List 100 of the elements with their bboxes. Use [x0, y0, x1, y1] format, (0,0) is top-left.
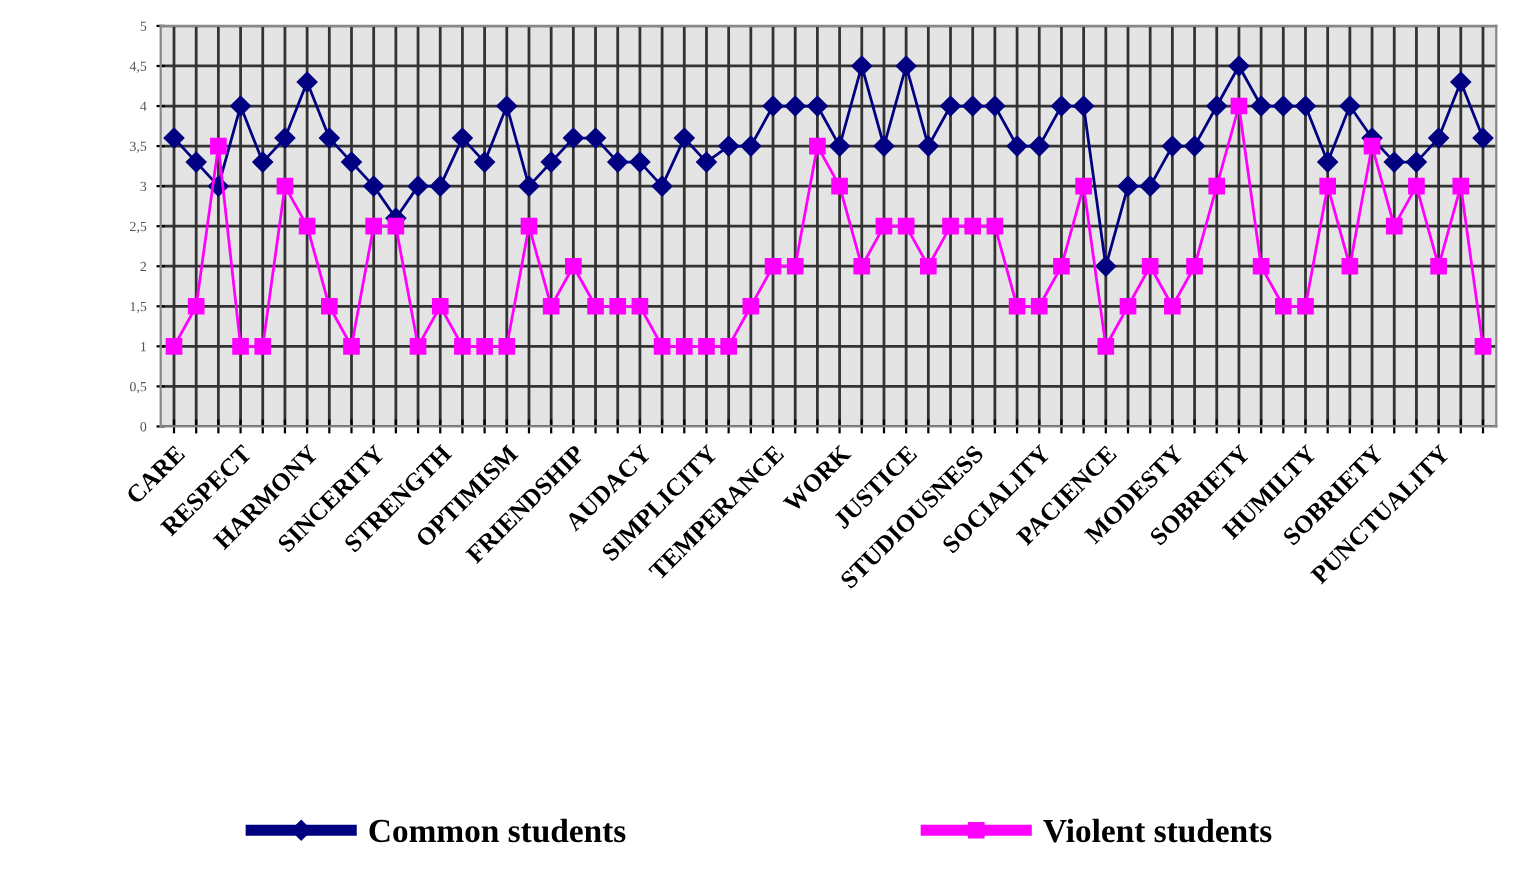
- point: [1073, 95, 1094, 117]
- point: [1430, 257, 1447, 275]
- point: [1472, 127, 1494, 149]
- point: [474, 151, 495, 173]
- point: [319, 127, 340, 149]
- point: [254, 338, 272, 355]
- point: [165, 338, 183, 355]
- point: [1208, 177, 1226, 195]
- point: [718, 135, 739, 157]
- point: [1274, 297, 1292, 315]
- point: [674, 127, 695, 149]
- point: [1384, 151, 1405, 173]
- legend-label: Common students: [369, 818, 626, 843]
- point: [341, 151, 362, 173]
- point: [696, 151, 717, 173]
- point: [1319, 177, 1337, 195]
- point: [1250, 95, 1272, 117]
- point: [675, 338, 693, 355]
- point: [609, 297, 627, 315]
- point: [1452, 177, 1470, 195]
- point: [1006, 135, 1028, 157]
- point: [1341, 257, 1359, 275]
- point: [829, 135, 850, 157]
- point: [1450, 71, 1472, 93]
- point: [274, 127, 296, 149]
- point: [1030, 297, 1048, 315]
- point: [1162, 135, 1183, 157]
- point: [1186, 257, 1203, 275]
- point: [1008, 297, 1026, 315]
- point: [986, 217, 1004, 235]
- point: [1051, 95, 1072, 117]
- point: [565, 257, 582, 275]
- point: [343, 338, 360, 355]
- point: [185, 151, 207, 173]
- point: [276, 177, 294, 195]
- point: [320, 297, 338, 315]
- point: [895, 55, 917, 77]
- point: [1385, 217, 1403, 235]
- point: [940, 95, 961, 117]
- point: [1141, 257, 1159, 275]
- point: [210, 137, 227, 155]
- point: [520, 217, 538, 235]
- point: [764, 257, 782, 275]
- legend-label: Violent students: [1043, 818, 1272, 843]
- point: [897, 217, 915, 235]
- point: [298, 217, 316, 235]
- point: [607, 151, 628, 173]
- point: [698, 338, 715, 355]
- point: [1119, 297, 1137, 315]
- point: [629, 151, 651, 173]
- point: [1139, 175, 1161, 197]
- point: [1095, 256, 1117, 277]
- point: [807, 95, 828, 117]
- point: [542, 297, 560, 315]
- point: [430, 175, 451, 197]
- point: [1297, 297, 1314, 315]
- point: [631, 297, 649, 315]
- point: [296, 71, 318, 93]
- point: [563, 127, 584, 149]
- point: [1206, 95, 1227, 117]
- point: [1295, 95, 1316, 117]
- point: [964, 217, 982, 235]
- point: [651, 175, 673, 197]
- point: [163, 127, 185, 149]
- point: [742, 297, 760, 315]
- point: [585, 127, 606, 149]
- point: [407, 175, 429, 197]
- point: [1053, 257, 1070, 275]
- point: [786, 257, 804, 275]
- point: [252, 151, 273, 173]
- point: [1273, 95, 1294, 117]
- point: [984, 95, 1006, 117]
- point: [1363, 137, 1381, 155]
- point: [962, 95, 983, 117]
- point: [1075, 177, 1092, 195]
- point: [498, 338, 516, 355]
- point: [1339, 95, 1361, 117]
- point: [1428, 127, 1449, 149]
- point: [1164, 297, 1181, 315]
- point: [1408, 177, 1425, 195]
- point: [762, 95, 784, 117]
- point: [920, 257, 937, 275]
- point: [187, 297, 205, 315]
- point: [496, 95, 518, 117]
- point: [1097, 338, 1115, 355]
- point: [431, 297, 449, 315]
- point: [1230, 97, 1248, 115]
- point: [587, 297, 604, 315]
- point: [540, 151, 562, 173]
- point: [1184, 135, 1205, 157]
- point: [230, 95, 251, 117]
- point: [363, 175, 384, 197]
- point: [387, 217, 405, 235]
- point: [853, 257, 871, 275]
- point: [452, 127, 473, 149]
- point: [1117, 175, 1139, 197]
- point: [875, 217, 893, 235]
- point: [809, 137, 826, 155]
- point: [784, 95, 806, 117]
- point: [942, 217, 959, 235]
